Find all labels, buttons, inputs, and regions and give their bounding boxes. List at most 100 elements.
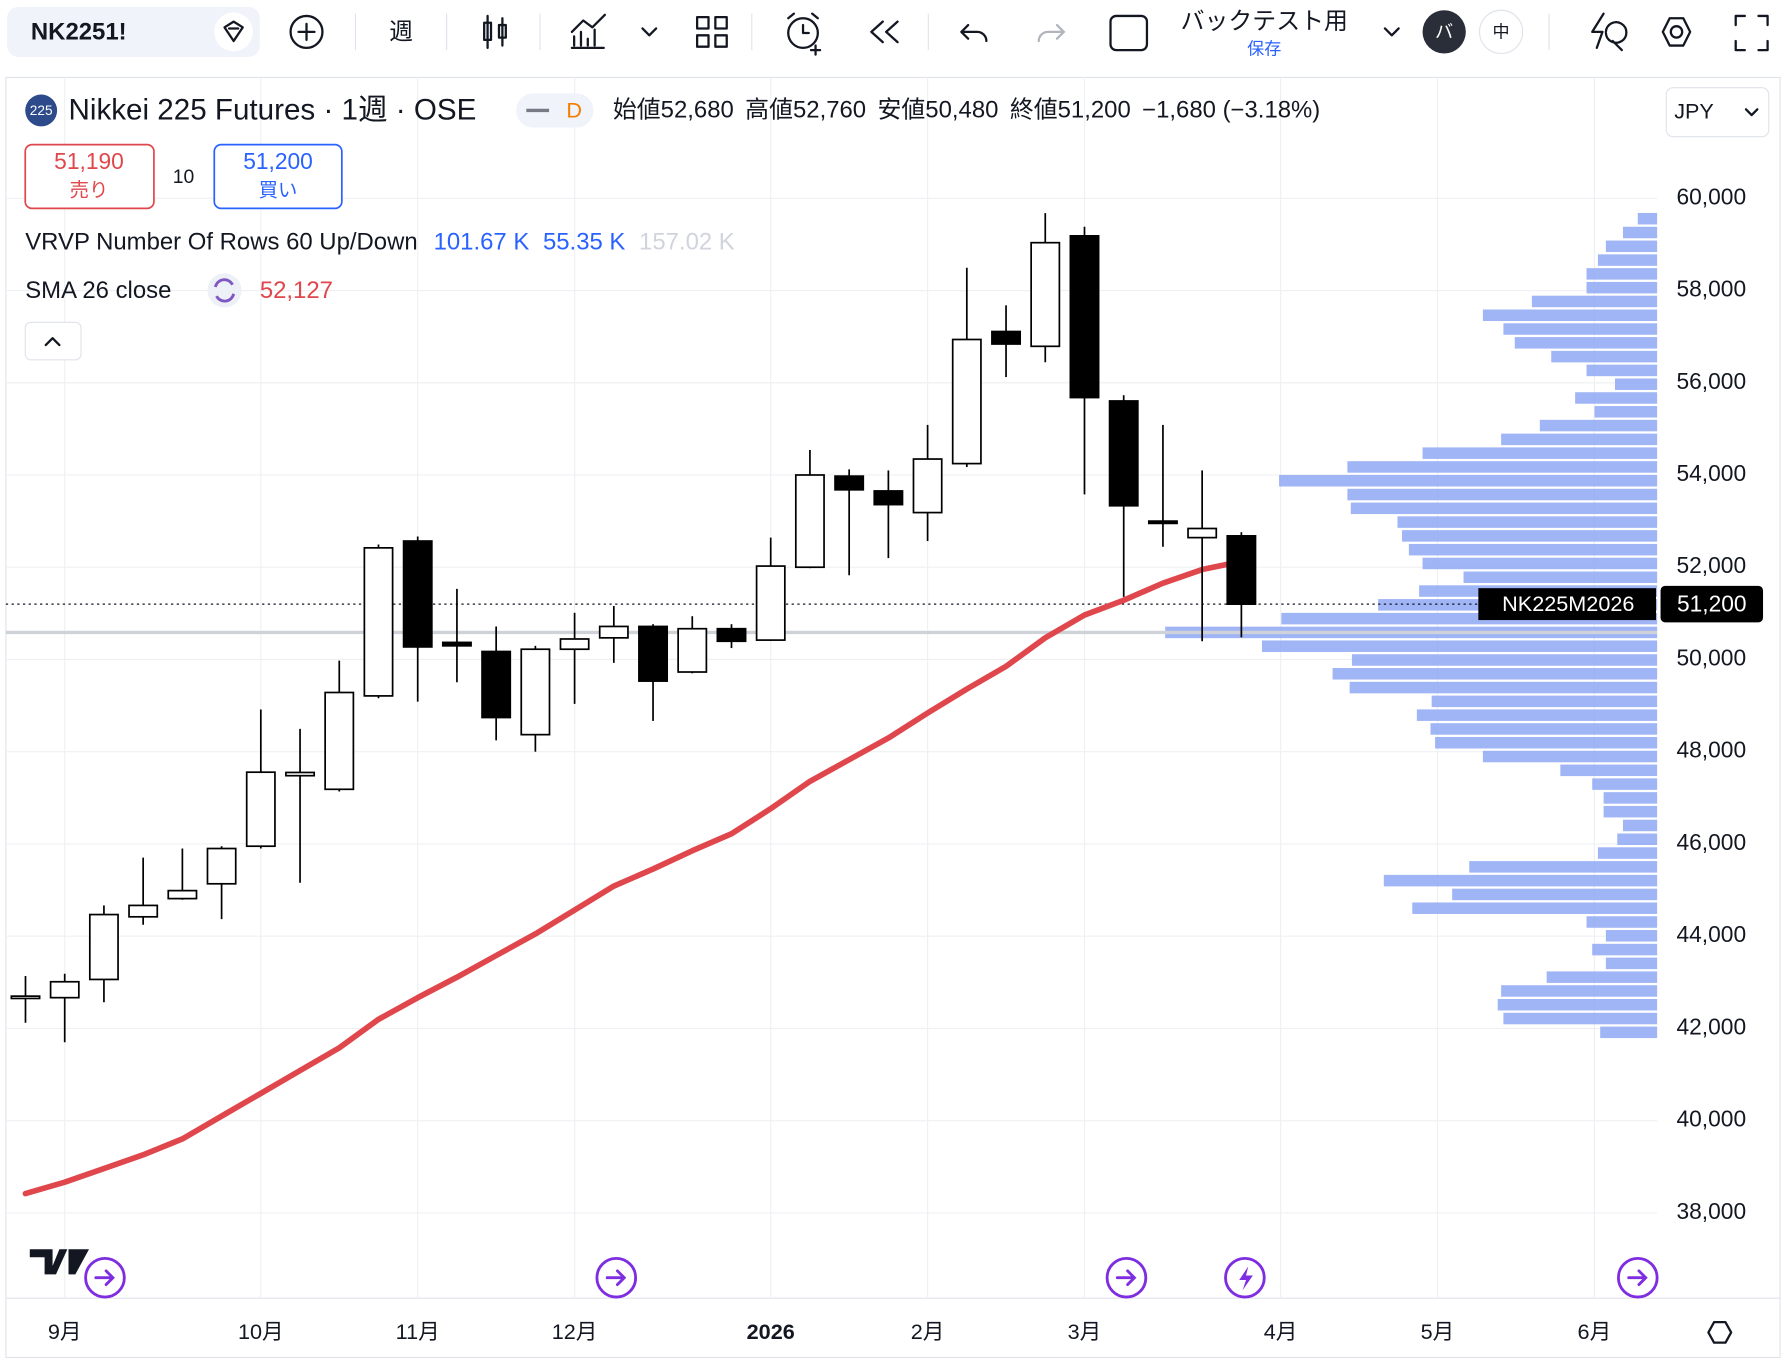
volume-profile-bar	[1603, 805, 1658, 818]
undo-icon[interactable]	[960, 23, 988, 43]
x-tick-label: 12月	[552, 1319, 598, 1344]
diamond-icon[interactable]	[223, 20, 244, 43]
candle-body	[951, 338, 982, 465]
x-tick-label: 5月	[1421, 1319, 1455, 1344]
volume-profile-bar	[1586, 281, 1658, 294]
volume-profile-bar	[1402, 530, 1658, 542]
tradingview-logo[interactable]	[29, 1249, 90, 1275]
vrvp-label: VRVP Number Of Rows 60 Up/Down	[25, 229, 417, 256]
collapse-button[interactable]	[24, 321, 82, 361]
candle-body	[10, 995, 41, 1000]
volume-profile-bar	[1575, 392, 1658, 404]
vrvp-total: 157.02 K	[639, 229, 735, 256]
candle-body	[677, 627, 708, 673]
last-price-tag-bg	[1660, 585, 1764, 623]
replay-icon[interactable]	[870, 20, 899, 44]
alert-icon[interactable]	[787, 17, 819, 49]
candle-body	[167, 889, 198, 900]
high-value: 52,760	[793, 97, 866, 124]
plot-area: 38,000 40,000 42,000 44,000 46,000 48,000 50,0…	[5, 77, 1764, 1344]
symbol[interactable]: NK2251!	[31, 18, 127, 45]
candle-body	[441, 641, 472, 647]
indicators-icon[interactable]	[570, 13, 607, 49]
currency-button[interactable]	[1665, 87, 1770, 138]
x-tick-label: 6月	[1578, 1319, 1612, 1344]
save-label[interactable]: 保存	[1247, 40, 1281, 59]
volume-profile-bar	[1452, 888, 1658, 901]
x-tick-label: 9月	[48, 1319, 82, 1344]
layout-name[interactable]: バックテスト用	[1181, 8, 1348, 35]
symbol-search[interactable]	[7, 6, 260, 57]
volume-profile-bar	[1501, 985, 1658, 997]
symbol-tag-bg	[1478, 588, 1656, 621]
low-label: 安値	[878, 97, 926, 124]
candle-body	[991, 330, 1022, 345]
volume-profile-bar	[1383, 874, 1658, 887]
volume-profile-bar	[1397, 516, 1658, 528]
axis-settings-icon[interactable]	[1707, 1321, 1733, 1344]
interval[interactable]: 週	[389, 18, 413, 45]
volume-profile-bar	[1261, 640, 1658, 652]
sell-label[interactable]: 売り	[70, 179, 109, 201]
chevron[interactable]	[641, 27, 658, 37]
candle-body	[1226, 535, 1257, 605]
candle-body	[1108, 400, 1139, 507]
candle-body	[49, 980, 80, 999]
currency[interactable]: JPY	[1674, 98, 1714, 123]
y-tick-label: 50,000	[1676, 644, 1746, 670]
candle-body	[912, 458, 943, 514]
volume-profile-bar	[1614, 378, 1658, 390]
candle-body	[716, 627, 747, 643]
sell-button[interactable]	[24, 143, 155, 210]
add-icon[interactable]	[289, 14, 324, 49]
x-tick-label: 2月	[911, 1319, 945, 1344]
volume-profile-bar	[1503, 1012, 1658, 1025]
volume-profile-bar	[1412, 902, 1658, 914]
volume-profile-bar	[1605, 240, 1658, 253]
sma-value: 52,127	[260, 277, 333, 304]
y-tick-label: 58,000	[1676, 276, 1746, 302]
fullscreen-icon[interactable]	[1734, 14, 1769, 52]
y-tick-label: 38,000	[1676, 1198, 1746, 1224]
quick-icon[interactable]	[1591, 12, 1628, 52]
exchange-badge	[25, 94, 58, 127]
volume-profile-bar	[1350, 502, 1658, 515]
fullscreen-box-icon[interactable]	[1109, 14, 1149, 52]
volume-profile-bar	[1416, 709, 1658, 721]
sell-price[interactable]: 51,190	[54, 148, 124, 174]
y-tick-label: 42,000	[1676, 1013, 1746, 1039]
vrvp-down: 55.35 K	[543, 229, 625, 256]
alert-icon-detail	[787, 12, 822, 56]
y-tick-label: 48,000	[1676, 737, 1746, 763]
close-label: 終値	[1010, 97, 1058, 124]
symbol-icon-bg	[214, 12, 253, 52]
redo-icon[interactable]	[1037, 23, 1066, 43]
candle-body	[206, 847, 237, 885]
candles-icon[interactable]	[483, 14, 507, 49]
y-tick-label: 56,000	[1676, 368, 1746, 394]
volume-profile-bar	[1469, 861, 1658, 873]
candle-body	[245, 771, 276, 848]
settings-icon[interactable]	[1661, 17, 1692, 47]
buy-price[interactable]: 51,200	[243, 148, 313, 174]
volume-profile-bar	[1435, 736, 1658, 749]
volume-profile-bar	[1430, 723, 1658, 735]
event-icon	[1115, 1269, 1137, 1286]
sma-icon-bg[interactable]	[207, 273, 242, 308]
layout-icon[interactable]	[695, 15, 728, 48]
ohlc-line: 始値52,680 高値52,760 安値50,480 終値51,200 −1,680 (…	[613, 97, 1320, 124]
candle-body	[402, 540, 433, 648]
candle-body	[834, 475, 865, 491]
buy-label[interactable]: 買い	[259, 179, 298, 201]
event-icon	[94, 1269, 115, 1286]
volume-profile-bar	[1605, 930, 1658, 942]
volume-profile-bar	[1422, 557, 1658, 570]
buy-button[interactable]	[213, 143, 343, 210]
chevron[interactable]	[1383, 27, 1400, 37]
badge-light[interactable]	[1478, 9, 1524, 55]
volume-profile-bar	[1605, 957, 1658, 970]
volume-profile-bar	[1546, 971, 1658, 983]
badge-dark[interactable]	[1422, 10, 1466, 54]
volume-profile-bar	[1586, 364, 1658, 377]
volume-profile-bar	[1539, 419, 1658, 432]
